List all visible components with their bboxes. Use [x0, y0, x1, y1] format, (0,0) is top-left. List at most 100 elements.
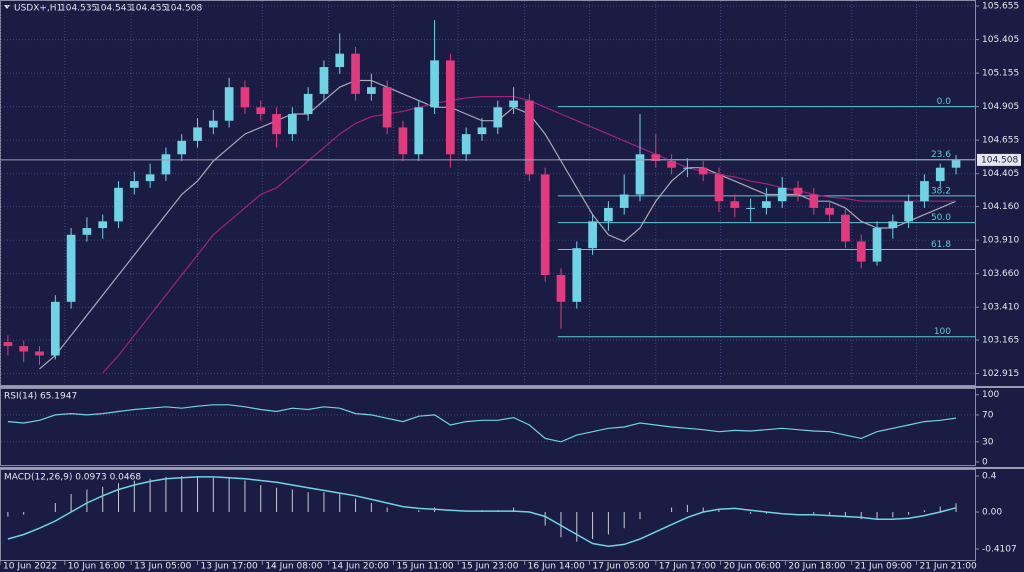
candle-body — [382, 87, 392, 128]
y-tick-label: 100 — [982, 390, 999, 400]
candle-body — [446, 60, 455, 155]
y-tick-label: 103.660 — [982, 269, 1019, 279]
candle-body — [872, 228, 882, 262]
x-tick-label: 16 Jun 14:00 — [528, 562, 585, 572]
x-tick-label: 15 Jun 23:00 — [461, 562, 518, 572]
candle-body — [461, 134, 471, 155]
y-tick-label: 105.405 — [982, 35, 1019, 45]
candle-body — [240, 87, 250, 108]
candle-body — [825, 207, 834, 215]
macd-panel — [0, 469, 976, 561]
header-close: 104.508 — [165, 4, 202, 14]
candle-body — [904, 201, 913, 222]
candle-body — [619, 194, 629, 208]
x-tick-label: 15 Jun 11:00 — [396, 562, 453, 572]
candle-body — [841, 214, 850, 242]
candle-body — [683, 167, 692, 169]
candle-body — [430, 60, 439, 108]
symbol: USDX+,H1 — [14, 4, 62, 14]
candle-body — [856, 241, 866, 262]
candle-body — [335, 53, 345, 68]
candle-body — [793, 187, 803, 195]
y-tick-label: 105.155 — [982, 69, 1019, 79]
menu-arrow[interactable] — [4, 5, 10, 9]
candle-body — [319, 67, 329, 94]
fib-label: 50.0 — [931, 213, 951, 223]
candle-body — [303, 93, 313, 115]
header-open: 104.535 — [60, 4, 97, 14]
candle-body — [161, 154, 171, 175]
candle-body — [98, 221, 108, 229]
candle-body — [556, 275, 566, 302]
x-tick-label: 17 Jun 17:00 — [659, 562, 716, 572]
y-tick-label: 104.905 — [982, 102, 1019, 112]
x-tick-label: 10 Jun 2022 — [3, 562, 57, 572]
candle-body — [730, 201, 740, 208]
rsi-label: RSI(14) 65.1947 — [4, 392, 77, 402]
y-tick-label: 102.915 — [982, 369, 1019, 379]
last-price-box — [977, 153, 1021, 166]
candle-body — [572, 248, 582, 302]
y-tick-label: 0 — [982, 457, 988, 467]
x-tick-label: 21 Jun 21:00 — [920, 562, 977, 572]
candle-body — [920, 181, 929, 202]
x-tick-label: 13 Jun 17:00 — [201, 562, 258, 572]
candle-body — [762, 201, 771, 208]
candle-body — [888, 221, 898, 229]
y-tick-label: 30 — [982, 437, 994, 447]
candle-body — [635, 154, 645, 195]
candle-body — [651, 154, 661, 161]
candle-body — [208, 120, 218, 128]
fib-label: 23.6 — [931, 150, 951, 160]
last-price-label: 104.508 — [981, 155, 1018, 165]
fib-label: 38.2 — [931, 186, 951, 196]
header-low: 104.455 — [130, 4, 167, 14]
candle-body — [351, 53, 360, 94]
candle-body — [145, 174, 155, 182]
candle-body — [398, 127, 408, 155]
candle-body — [493, 107, 503, 128]
y-tick-label: 104.160 — [982, 202, 1019, 212]
candle-body — [82, 228, 92, 235]
rsi-panel — [0, 388, 976, 466]
y-tick-label: 104.405 — [982, 169, 1019, 179]
candle-body — [588, 221, 597, 249]
candle-body — [66, 234, 76, 302]
candle-body — [129, 181, 139, 188]
y-tick-label: 105.655 — [982, 2, 1019, 12]
candle-body — [35, 351, 44, 356]
header-high: 104.543 — [95, 4, 132, 14]
y-tick-label: 103.165 — [982, 336, 1019, 346]
candle-body — [951, 159, 961, 168]
x-tick-label: 13 Jun 05:00 — [134, 562, 191, 572]
x-tick-label: 14 Jun 20:00 — [332, 562, 389, 572]
candle-body — [414, 107, 424, 155]
candle-body — [698, 167, 708, 175]
candle-body — [256, 107, 266, 115]
rsi-line — [7, 404, 957, 443]
candle-body — [935, 167, 945, 182]
candle-body — [193, 127, 202, 141]
candle-body — [177, 140, 187, 155]
y-tick-label: 103.910 — [982, 236, 1019, 246]
candle-body — [525, 100, 534, 175]
macd-signal — [7, 476, 957, 547]
candle-body — [540, 174, 550, 275]
y-tick-label: 104.655 — [982, 136, 1019, 146]
candle-body — [809, 194, 819, 208]
x-tick-label: 10 Jun 16:00 — [68, 562, 125, 572]
y-tick-label: 0.00 — [982, 508, 1002, 518]
y-tick-label: -0.4107 — [982, 544, 1017, 554]
candle-body — [19, 346, 29, 352]
x-tick-label: 21 Jun 09:00 — [855, 562, 912, 572]
x-tick-label: 17 Jun 05:00 — [592, 562, 649, 572]
x-tick-label: 20 Jun 18:00 — [788, 562, 845, 572]
fib-label: 61.8 — [931, 240, 951, 250]
candle-body — [50, 301, 60, 356]
candle-body — [272, 114, 281, 135]
x-tick-label: 20 Jun 06:00 — [724, 562, 781, 572]
candle-body — [604, 207, 613, 222]
candle-body — [667, 160, 676, 168]
